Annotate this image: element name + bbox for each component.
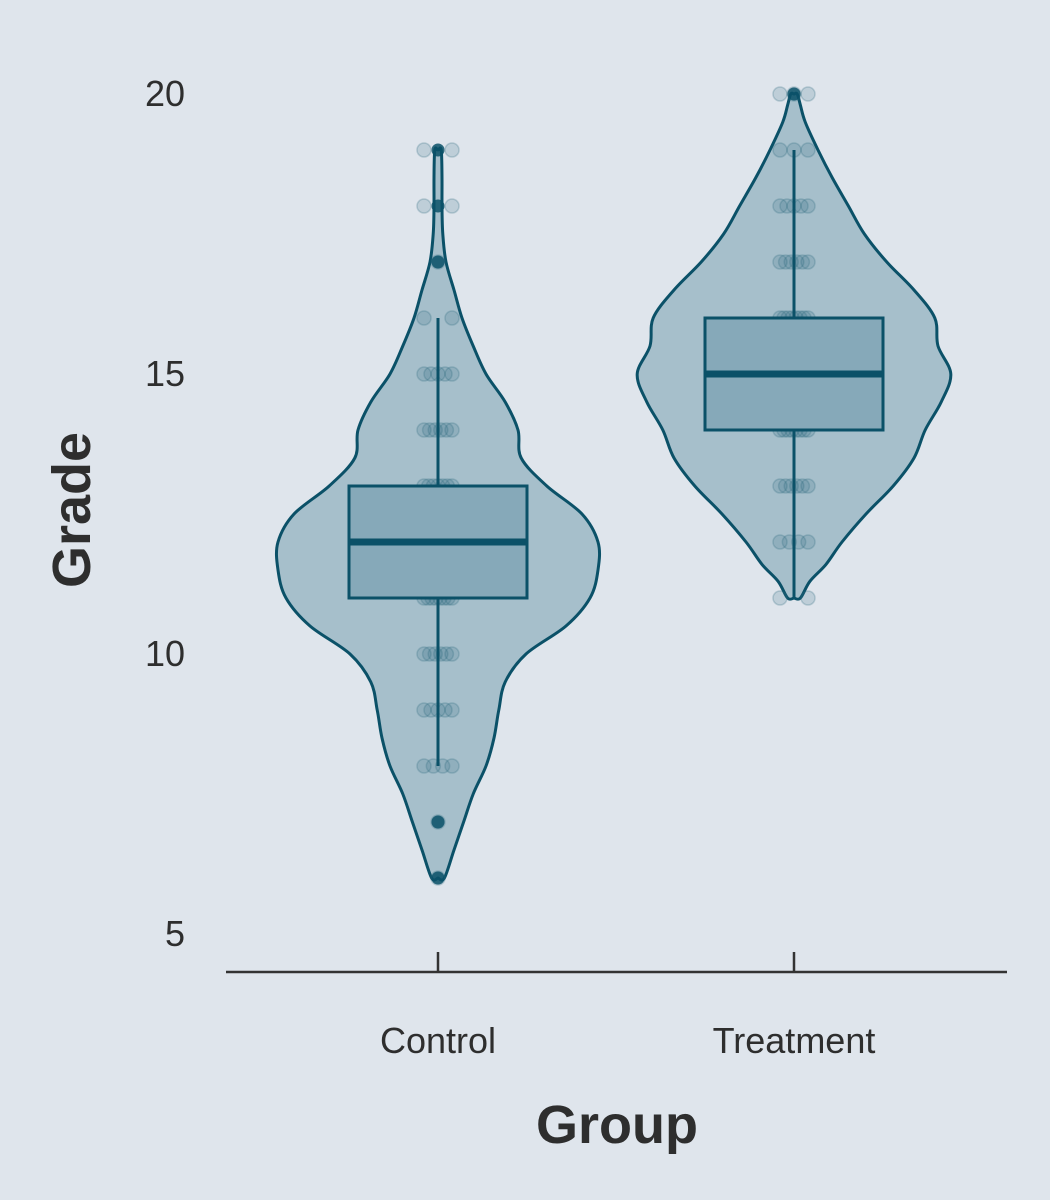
data-point <box>444 366 460 382</box>
x-tick-label: Control <box>380 1020 496 1061</box>
outlier-point <box>431 199 445 213</box>
data-point <box>772 254 788 270</box>
data-point <box>772 590 788 606</box>
data-point <box>444 646 460 662</box>
y-tick-label: 5 <box>165 913 185 954</box>
y-tick-label: 15 <box>145 353 185 394</box>
data-point <box>444 198 460 214</box>
data-point <box>800 142 816 158</box>
data-point <box>416 422 432 438</box>
data-point <box>800 254 816 270</box>
data-point <box>800 534 816 550</box>
outlier-point <box>431 815 445 829</box>
data-point <box>772 142 788 158</box>
data-point <box>416 366 432 382</box>
outlier-point <box>787 87 801 101</box>
x-axis-title: Group <box>536 1095 698 1155</box>
x-tick-label: Treatment <box>713 1020 876 1061</box>
y-axis-ticks: 5 10 15 20 <box>145 73 185 954</box>
data-point <box>772 478 788 494</box>
data-point <box>416 702 432 718</box>
y-tick-label: 20 <box>145 73 185 114</box>
data-point <box>444 422 460 438</box>
data-point <box>772 86 788 102</box>
data-point <box>416 758 432 774</box>
data-point <box>772 534 788 550</box>
data-point <box>800 590 816 606</box>
data-point <box>444 142 460 158</box>
group-control <box>274 142 602 886</box>
data-point <box>444 310 460 326</box>
data-point <box>772 198 788 214</box>
data-point <box>800 198 816 214</box>
data-point <box>800 86 816 102</box>
data-point <box>800 478 816 494</box>
outlier-point <box>431 255 445 269</box>
data-point <box>416 142 432 158</box>
data-point <box>416 310 432 326</box>
x-axis: Control Treatment <box>226 952 1007 1061</box>
data-point <box>416 646 432 662</box>
y-axis-title: Grade <box>42 432 102 588</box>
data-point <box>444 758 460 774</box>
y-tick-label: 10 <box>145 633 185 674</box>
plot-area <box>274 86 953 886</box>
outlier-point <box>431 871 445 885</box>
data-point <box>416 198 432 214</box>
outlier-point <box>431 143 445 157</box>
data-point <box>444 702 460 718</box>
group-treatment <box>635 86 953 606</box>
